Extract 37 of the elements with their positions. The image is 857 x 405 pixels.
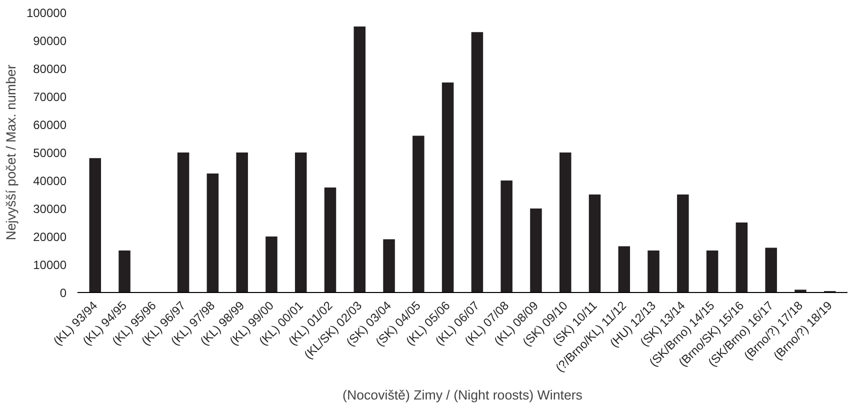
y-tick-label: 30000 — [33, 202, 67, 216]
bar — [383, 239, 395, 292]
bar — [354, 26, 366, 292]
bar — [500, 180, 512, 292]
bar — [530, 208, 542, 292]
y-tick-label: 50000 — [33, 146, 67, 160]
bar — [442, 82, 454, 292]
bar — [89, 158, 102, 292]
y-tick-label: 0 — [60, 286, 67, 300]
y-tick-label: 70000 — [33, 90, 67, 104]
bar — [559, 152, 572, 292]
bar — [765, 248, 777, 292]
bar — [412, 136, 424, 292]
bar — [177, 152, 190, 292]
y-tick-label: 100000 — [26, 6, 67, 20]
bar — [618, 246, 630, 292]
bar — [736, 222, 748, 292]
x-axis-title: (Nocoviště) Zimy / (Night roosts) Winters — [342, 388, 583, 403]
bar — [648, 250, 660, 292]
bar — [324, 188, 336, 292]
y-tick-label: 20000 — [33, 230, 67, 244]
y-tick-label: 40000 — [33, 174, 67, 188]
y-axis-title: Nejvyšší počet / Max. number — [3, 64, 18, 240]
y-tick-label: 10000 — [33, 258, 67, 272]
y-tick-label: 60000 — [33, 118, 67, 132]
bar — [236, 152, 248, 292]
bar — [266, 236, 278, 292]
bar — [118, 250, 130, 292]
bar — [706, 250, 718, 292]
bar — [677, 194, 689, 292]
y-tick-label: 80000 — [33, 62, 67, 76]
bar — [794, 290, 806, 292]
bar — [471, 32, 484, 292]
bar — [206, 174, 219, 292]
y-tick-label: 90000 — [33, 34, 67, 48]
bar — [588, 194, 601, 292]
bar — [294, 152, 307, 292]
